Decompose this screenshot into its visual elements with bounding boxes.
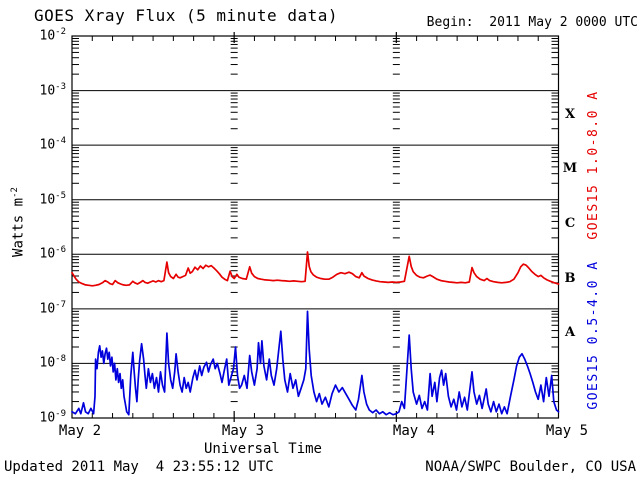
grid-and-ticks: [71, 32, 560, 422]
updated-timestamp: Updated 2011 May 4 23:55:12 UTC: [4, 459, 274, 475]
series-label-long-band: GOES15 1.0-8.0 A: [586, 90, 601, 240]
flare-class-label: X: [564, 106, 576, 122]
page-title: GOES Xray Flux (5 minute data): [34, 6, 338, 25]
source-attribution: NOAA/SWPC Boulder, CO USA: [425, 459, 636, 475]
y-tick-label: 10-8: [39, 354, 67, 371]
short-band-flux-line: [71, 310, 560, 416]
flare-class-label: A: [564, 325, 576, 341]
y-tick-label: 10-2: [39, 27, 67, 44]
y-tick-label: 10-6: [39, 245, 67, 262]
series-label-short-band: GOES15 0.5-4.0 A: [586, 260, 601, 410]
y-tick-label: 10-4: [39, 136, 67, 153]
y-tick-label: 10-3: [39, 81, 67, 98]
flare-class-label: M: [562, 161, 578, 177]
begin-timestamp: Begin: 2011 May 2 0000 UTC: [426, 15, 638, 30]
y-tick-label: 10-7: [39, 299, 67, 317]
long-band-flux-line: [71, 251, 560, 287]
x-tick-label: May 3: [221, 423, 265, 439]
x-axis-title: Universal Time: [203, 441, 322, 457]
y-tick-label: 10-5: [39, 190, 67, 208]
x-tick-label: May 4: [392, 423, 436, 439]
x-tick-label: May 5: [545, 423, 589, 439]
flare-class-label: C: [564, 216, 576, 231]
x-tick-label: May 2: [58, 423, 102, 439]
flare-class-label: B: [564, 270, 576, 286]
y-tick-label: 10-9: [39, 409, 67, 426]
